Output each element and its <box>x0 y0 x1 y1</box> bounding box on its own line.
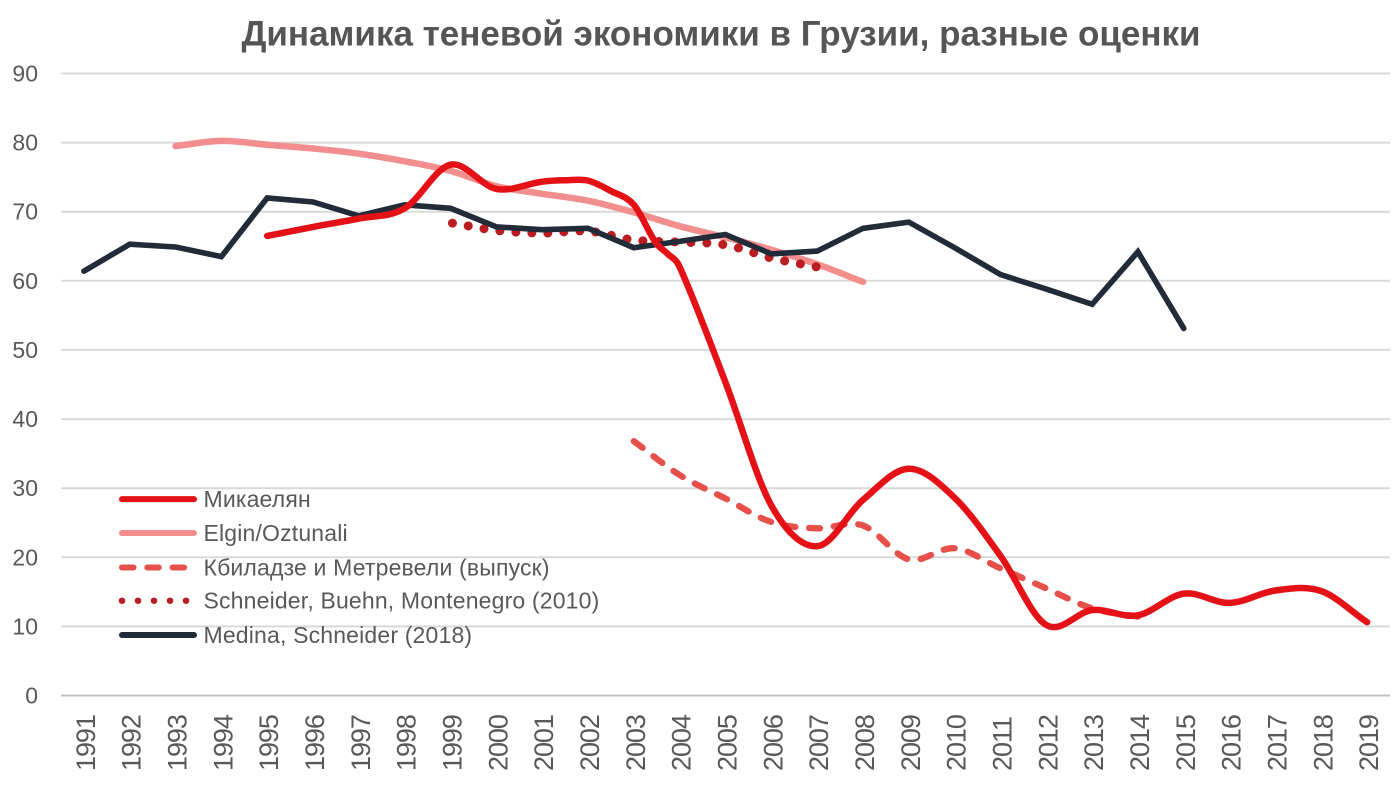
svg-text:2007: 2007 <box>804 715 834 771</box>
svg-text:30: 30 <box>12 475 38 501</box>
svg-text:2012: 2012 <box>1033 715 1063 771</box>
svg-text:2017: 2017 <box>1262 715 1292 771</box>
svg-text:1996: 1996 <box>300 715 330 771</box>
svg-text:70: 70 <box>12 199 38 225</box>
svg-text:1995: 1995 <box>254 715 284 771</box>
svg-text:2008: 2008 <box>850 715 880 771</box>
svg-text:80: 80 <box>12 130 38 156</box>
svg-text:10: 10 <box>12 613 38 639</box>
svg-text:2005: 2005 <box>713 715 743 771</box>
svg-text:Schneider, Buehn, Montenegro (: Schneider, Buehn, Montenegro (2010) <box>204 588 600 614</box>
svg-text:1997: 1997 <box>346 715 376 771</box>
svg-text:2014: 2014 <box>1125 714 1155 771</box>
svg-text:2015: 2015 <box>1171 715 1201 771</box>
svg-text:2006: 2006 <box>758 715 788 771</box>
svg-text:2001: 2001 <box>529 715 559 771</box>
svg-text:2013: 2013 <box>1079 715 1109 771</box>
svg-text:1998: 1998 <box>392 715 422 771</box>
svg-text:2003: 2003 <box>621 715 651 771</box>
svg-text:2009: 2009 <box>896 715 926 771</box>
svg-text:2004: 2004 <box>667 714 697 771</box>
svg-text:2002: 2002 <box>575 715 605 771</box>
svg-text:90: 90 <box>12 61 38 87</box>
svg-text:Динамика теневой экономики в Г: Динамика теневой экономики в Грузии, раз… <box>241 15 1200 54</box>
svg-text:0: 0 <box>25 683 38 709</box>
svg-text:1993: 1993 <box>163 715 193 771</box>
svg-text:2011: 2011 <box>988 717 1018 771</box>
svg-text:Medina, Schneider (2018): Medina, Schneider (2018) <box>204 622 473 648</box>
svg-text:60: 60 <box>12 268 38 294</box>
svg-text:Кбиладзе и Метревели (выпуск): Кбиладзе и Метревели (выпуск) <box>204 555 550 581</box>
svg-text:Elgin/Oztunali: Elgin/Oztunali <box>204 520 348 546</box>
svg-text:40: 40 <box>12 406 38 432</box>
svg-text:1999: 1999 <box>438 715 468 771</box>
svg-text:2018: 2018 <box>1308 715 1338 771</box>
svg-text:20: 20 <box>12 544 38 570</box>
svg-text:2016: 2016 <box>1217 715 1247 771</box>
svg-text:1992: 1992 <box>117 715 147 771</box>
svg-text:2000: 2000 <box>483 715 513 771</box>
svg-text:Микаелян: Микаелян <box>204 486 311 512</box>
svg-text:2019: 2019 <box>1354 715 1384 771</box>
svg-text:1994: 1994 <box>208 714 238 771</box>
svg-text:1991: 1991 <box>71 715 101 771</box>
svg-text:50: 50 <box>12 337 38 363</box>
svg-text:2010: 2010 <box>942 715 972 771</box>
